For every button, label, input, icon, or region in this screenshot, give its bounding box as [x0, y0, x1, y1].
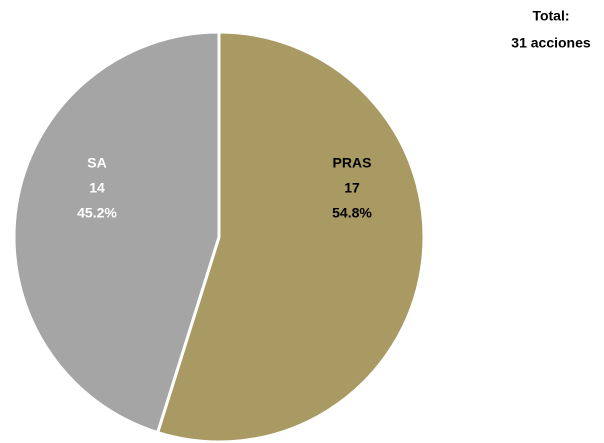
slice-percent: 45.2% [77, 205, 117, 221]
slice-value: 17 [344, 180, 360, 196]
slice-name: SA [87, 155, 106, 171]
pie-slice [155, 30, 426, 443]
slice-value: 14 [89, 180, 105, 196]
annotation: 31 acciones [511, 35, 591, 51]
slice-name: PRAS [333, 155, 372, 171]
annotation: Total: [532, 8, 569, 24]
slice-percent: 54.8% [332, 205, 372, 221]
pie-slice [12, 30, 221, 435]
